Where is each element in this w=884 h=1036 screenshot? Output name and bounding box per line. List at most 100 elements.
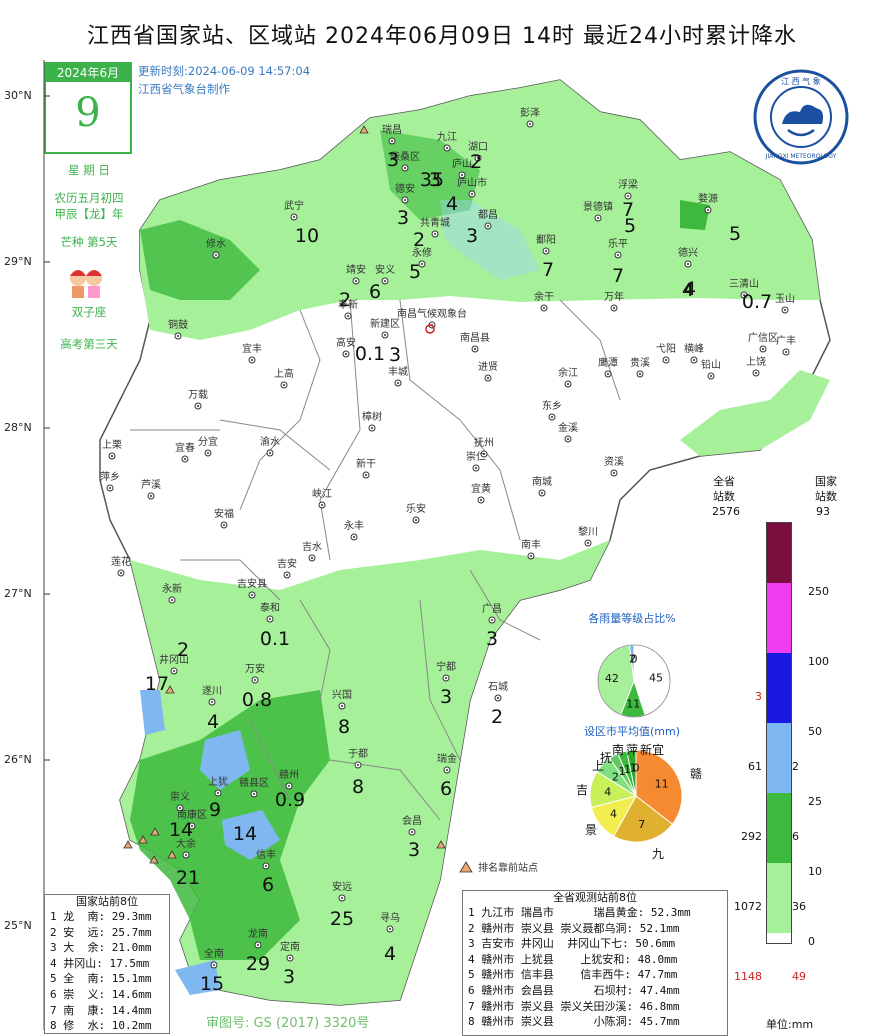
lat-label-25: 25°N bbox=[4, 919, 32, 932]
pie-slice-label: 4 bbox=[610, 807, 617, 820]
province-row: 3 吉安市 井冈山 井冈山下七: 50.6mm bbox=[468, 937, 676, 951]
station-marker: 永丰 bbox=[344, 519, 364, 541]
station-label: 资溪 bbox=[604, 456, 624, 468]
station-marker: 弋阳 bbox=[656, 342, 676, 364]
station-marker: 永修 bbox=[412, 246, 432, 268]
lat-label-27: 27°N bbox=[4, 587, 32, 600]
station-marker: 吉水 bbox=[302, 541, 322, 562]
county-rain-value: 15 bbox=[200, 973, 224, 995]
station-label: 南城 bbox=[532, 475, 552, 488]
station-marker: 德兴 bbox=[678, 246, 698, 268]
station-marker: 吉安 bbox=[277, 557, 297, 579]
rain-zone-east bbox=[680, 370, 830, 456]
station-label: 德兴 bbox=[678, 246, 698, 259]
cb-prov-0-10: 1072 bbox=[734, 900, 762, 913]
station-marker: 瑞金 bbox=[437, 752, 457, 774]
pie-slice-label: 42 bbox=[605, 672, 619, 685]
county-rain-value: 0.1 bbox=[260, 628, 290, 650]
county-rain-value: 3 bbox=[387, 149, 399, 171]
county-rain-value: 4 bbox=[384, 943, 396, 965]
calendar-day: 9 bbox=[75, 90, 101, 136]
station-label: 瑞金 bbox=[437, 752, 457, 765]
station-label: 余干 bbox=[534, 290, 554, 303]
meteorology-logo: 江 西 气 象 JIANGXI METEOROLOGY bbox=[752, 68, 850, 166]
colorbar-seg-0-10 bbox=[767, 863, 791, 933]
cb-nat-10-25: 6 bbox=[792, 830, 799, 843]
station-label: 宁都 bbox=[436, 660, 456, 673]
national-row: 6 崇 义: 14.6mm bbox=[50, 987, 152, 1001]
pie1-slices: 45 11 42 20 bbox=[597, 644, 671, 718]
national-row: 1 龙 南: 29.3mm bbox=[50, 910, 152, 923]
station-label: 乐安 bbox=[406, 502, 426, 515]
station-marker: 龙南 bbox=[248, 927, 268, 949]
pie-slice-label: 0 bbox=[631, 653, 638, 666]
national-row: 4 井冈山: 17.5mm bbox=[50, 956, 150, 970]
station-marker: 分宜 bbox=[198, 435, 218, 457]
station-label: 全南 bbox=[204, 947, 224, 960]
cloud-icon bbox=[782, 104, 824, 124]
county-rain-value: 10 bbox=[295, 225, 319, 247]
producer-label: 江西省气象台制作 bbox=[138, 82, 230, 96]
logo-top-text: 江 西 气 象 bbox=[781, 76, 821, 86]
station-label: 万安 bbox=[245, 662, 265, 675]
station-marker: 南丰 bbox=[521, 538, 541, 560]
rank-triangle-icon bbox=[359, 125, 369, 134]
pie-slice bbox=[612, 795, 674, 843]
station-label: 广丰 bbox=[776, 334, 796, 347]
calendar-card: 2024年6月 9 bbox=[44, 62, 132, 154]
station-marker: 余干 bbox=[534, 290, 554, 312]
station-label: 吉水 bbox=[302, 541, 322, 553]
rank-legend: 排名靠前站点 bbox=[459, 861, 538, 874]
station-label: 靖安 bbox=[346, 263, 366, 276]
cb-prov-10-25: 292 bbox=[741, 830, 762, 843]
weekday-label: 星 期 日 bbox=[68, 163, 110, 177]
station-label: 泰和 bbox=[260, 601, 280, 614]
pie2-slices: 117442 1110 赣九景吉上抚南萍新宜 bbox=[576, 742, 702, 861]
station-label: 庐山市 bbox=[457, 176, 487, 189]
county-rain-value: 2 bbox=[413, 229, 425, 251]
national-row: 3 大 余: 21.0mm bbox=[50, 941, 152, 955]
pie2-city-name: 九 bbox=[652, 847, 664, 861]
station-label: 奉新 bbox=[338, 298, 358, 311]
lat-ticks bbox=[43, 60, 50, 1030]
county-rain-value: 21 bbox=[176, 867, 200, 889]
station-marker: 东乡 bbox=[542, 399, 562, 421]
cb-nat-25-50: 2 bbox=[792, 760, 799, 773]
station-label: 上饶 bbox=[746, 355, 766, 368]
county-rain-value: 2 bbox=[491, 706, 503, 728]
cb-prov-zero: 1148 bbox=[734, 970, 762, 983]
station-marker: 三清山 bbox=[729, 277, 759, 299]
rank-triangle-icon bbox=[150, 827, 160, 836]
station-marker: 乐安 bbox=[406, 502, 426, 524]
station-label: 分宜 bbox=[198, 435, 218, 448]
exam-label: 高考第三天 bbox=[60, 337, 118, 351]
station-label: 九江 bbox=[437, 131, 457, 143]
pie2-city-name: 赣 bbox=[690, 767, 702, 781]
station-label: 宜春 bbox=[175, 441, 195, 454]
pie2-city-name: 新 bbox=[640, 742, 652, 757]
rank-triangle-icon bbox=[459, 861, 473, 873]
station-marker: 永新 bbox=[162, 582, 182, 604]
station-label: 安远 bbox=[332, 880, 352, 893]
county-rain-value: 0.7 bbox=[742, 291, 772, 313]
station-label: 铜鼓 bbox=[168, 318, 188, 331]
province-row: 1 九江市 瑞昌市 瑞昌黄金: 52.3mm bbox=[468, 906, 691, 919]
station-marker: 横峰 bbox=[684, 342, 704, 364]
observatory-icon bbox=[425, 324, 435, 334]
county-rain-value: 2 bbox=[177, 639, 189, 661]
county-rain-value: 3 bbox=[389, 344, 401, 366]
rain-zone-blue bbox=[200, 730, 250, 790]
station-marker: 泰和 bbox=[260, 601, 280, 623]
station-label: 高安 bbox=[336, 336, 356, 349]
national-row: 8 修 水: 10.2mm bbox=[50, 1019, 152, 1033]
pie-slice-label: 11 bbox=[626, 697, 640, 710]
station-marker: 靖安 bbox=[346, 263, 366, 285]
station-marker: 石城 bbox=[488, 681, 508, 702]
cb-prov-50-100: 3 bbox=[755, 690, 762, 703]
station-label: 井冈山 bbox=[159, 653, 189, 666]
station-marker: 铅山 bbox=[701, 358, 721, 380]
cb-nat-0-10: 36 bbox=[792, 900, 806, 913]
station-marker: 黎川 bbox=[578, 525, 598, 547]
station-marker: 景德镇 bbox=[583, 200, 613, 222]
